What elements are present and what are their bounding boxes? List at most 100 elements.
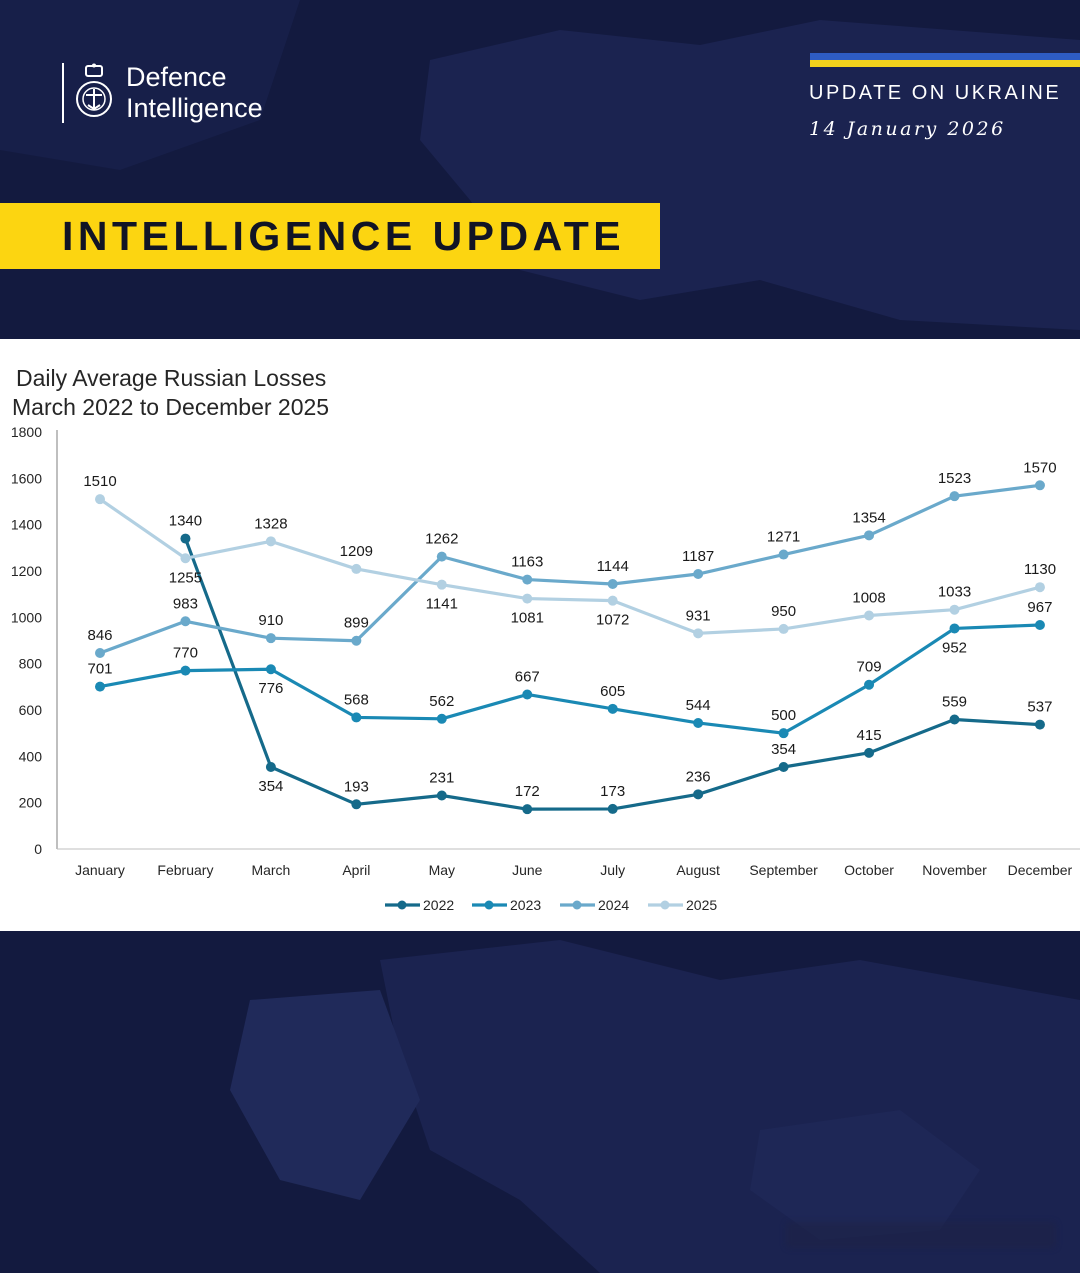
data-point-2025 — [95, 494, 105, 505]
data-label-2023: 562 — [429, 693, 454, 710]
data-point-2025 — [351, 563, 362, 574]
defence-intelligence-logo: Defence Intelligence — [62, 62, 263, 124]
data-label-2023: 667 — [515, 668, 540, 685]
data-label-2025: 931 — [686, 607, 711, 624]
data-point-2023 — [949, 623, 960, 634]
data-label-2024: 1271 — [767, 529, 800, 546]
y-tick-label: 1600 — [11, 470, 42, 486]
data-point-2022 — [864, 747, 875, 758]
y-tick-label: 1000 — [11, 609, 42, 625]
data-point-2024 — [778, 549, 789, 560]
x-tick-label: January — [75, 862, 125, 878]
legend-marker-2025 — [660, 900, 670, 910]
data-label-2024: 983 — [173, 595, 198, 612]
data-point-2023 — [436, 713, 447, 724]
ukraine-flag-bar — [810, 53, 1080, 67]
data-label-2025: 1141 — [426, 596, 458, 613]
y-tick-label: 1800 — [11, 424, 42, 440]
data-label-2022: 1340 — [169, 513, 202, 530]
data-point-2024 — [522, 574, 533, 585]
x-tick-label: October — [844, 862, 894, 878]
data-point-2023 — [778, 728, 789, 739]
data-point-2023 — [693, 717, 704, 728]
x-tick-label: May — [429, 862, 455, 878]
data-label-2023: 568 — [344, 691, 369, 708]
data-label-2025: 1255 — [169, 569, 202, 586]
legend-label-2022: 2022 — [423, 897, 454, 913]
update-on-ukraine-label: UPDATE ON UKRAINE — [809, 82, 1062, 104]
data-label-2022: 415 — [857, 727, 882, 744]
chart-title-line2: March 2022 to December 2025 — [12, 394, 330, 420]
data-label-2022: 354 — [258, 778, 283, 795]
data-label-2025: 1008 — [852, 589, 885, 606]
chart-title-line1: Daily Average Russian Losses — [16, 365, 327, 391]
x-tick-label: June — [512, 862, 543, 878]
data-point-2025 — [693, 628, 704, 639]
data-label-2025: 1328 — [254, 515, 287, 532]
watermark-blur — [786, 1222, 1056, 1248]
data-point-2022 — [693, 789, 704, 800]
data-label-2025: 950 — [771, 603, 796, 620]
y-tick-label: 600 — [19, 702, 43, 718]
y-tick-label: 1200 — [11, 563, 42, 579]
data-point-2025 — [436, 579, 447, 590]
y-tick-label: 800 — [19, 656, 43, 672]
banner-title: INTELLIGENCE UPDATE — [62, 212, 626, 259]
legend-label-2024: 2024 — [598, 897, 629, 913]
data-point-2022 — [778, 761, 789, 772]
data-point-2025 — [949, 604, 960, 615]
data-point-2024 — [436, 551, 447, 562]
x-tick-label: February — [157, 862, 213, 878]
data-point-2025 — [778, 623, 789, 634]
data-point-2022 — [265, 761, 276, 772]
data-point-2024 — [607, 578, 618, 589]
data-label-2025: 1209 — [340, 543, 373, 560]
data-label-2023: 776 — [258, 680, 283, 697]
data-point-2025 — [522, 593, 533, 604]
chart-panel: Daily Average Russian Losses March 2022 … — [0, 339, 1080, 931]
logo-line-intelligence: Intelligence — [126, 93, 263, 123]
data-label-2023: 770 — [173, 645, 198, 662]
data-point-2023 — [607, 703, 618, 714]
data-label-2023: 701 — [87, 661, 112, 678]
data-point-2023 — [95, 681, 105, 692]
data-label-2024: 910 — [258, 612, 283, 629]
data-point-2025 — [180, 553, 191, 564]
data-label-2022: 172 — [515, 783, 540, 800]
flag-yellow-stripe — [810, 60, 1080, 67]
data-label-2022: 354 — [771, 741, 796, 758]
data-label-2023: 544 — [686, 697, 711, 714]
data-label-2024: 1262 — [425, 531, 458, 548]
data-point-2025 — [864, 610, 875, 621]
x-tick-label: July — [600, 862, 625, 878]
series-line-2023 — [99, 623, 1041, 735]
data-point-2023 — [265, 664, 276, 675]
data-point-2023 — [522, 689, 533, 700]
data-point-2024 — [180, 616, 191, 627]
data-label-2023: 500 — [771, 707, 796, 724]
data-point-2023 — [864, 679, 875, 690]
data-point-2022 — [522, 804, 533, 815]
data-label-2022: 231 — [429, 769, 454, 786]
data-label-2022: 236 — [686, 768, 711, 785]
legend-marker-2023 — [484, 900, 494, 910]
x-tick-label: August — [676, 862, 720, 878]
data-point-2024 — [351, 635, 362, 646]
data-point-2023 — [1034, 619, 1045, 630]
x-tick-label: November — [922, 862, 987, 878]
data-label-2023: 952 — [942, 639, 967, 656]
update-date: 14 January 2026 — [809, 118, 1006, 140]
data-point-2022 — [180, 533, 191, 544]
data-point-2022 — [607, 803, 618, 814]
legend-marker-2024 — [572, 900, 582, 910]
legend-label-2025: 2025 — [686, 897, 717, 913]
chart-title: Daily Average Russian Losses March 2022 … — [12, 364, 329, 422]
data-label-2022: 193 — [344, 778, 369, 795]
data-point-2022 — [436, 790, 447, 801]
legend-label-2023: 2023 — [510, 897, 541, 913]
data-label-2022: 173 — [600, 783, 625, 800]
x-tick-label: September — [749, 862, 818, 878]
data-point-2024 — [95, 648, 105, 659]
data-label-2024: 1570 — [1023, 459, 1056, 476]
crest-icon — [76, 63, 112, 117]
